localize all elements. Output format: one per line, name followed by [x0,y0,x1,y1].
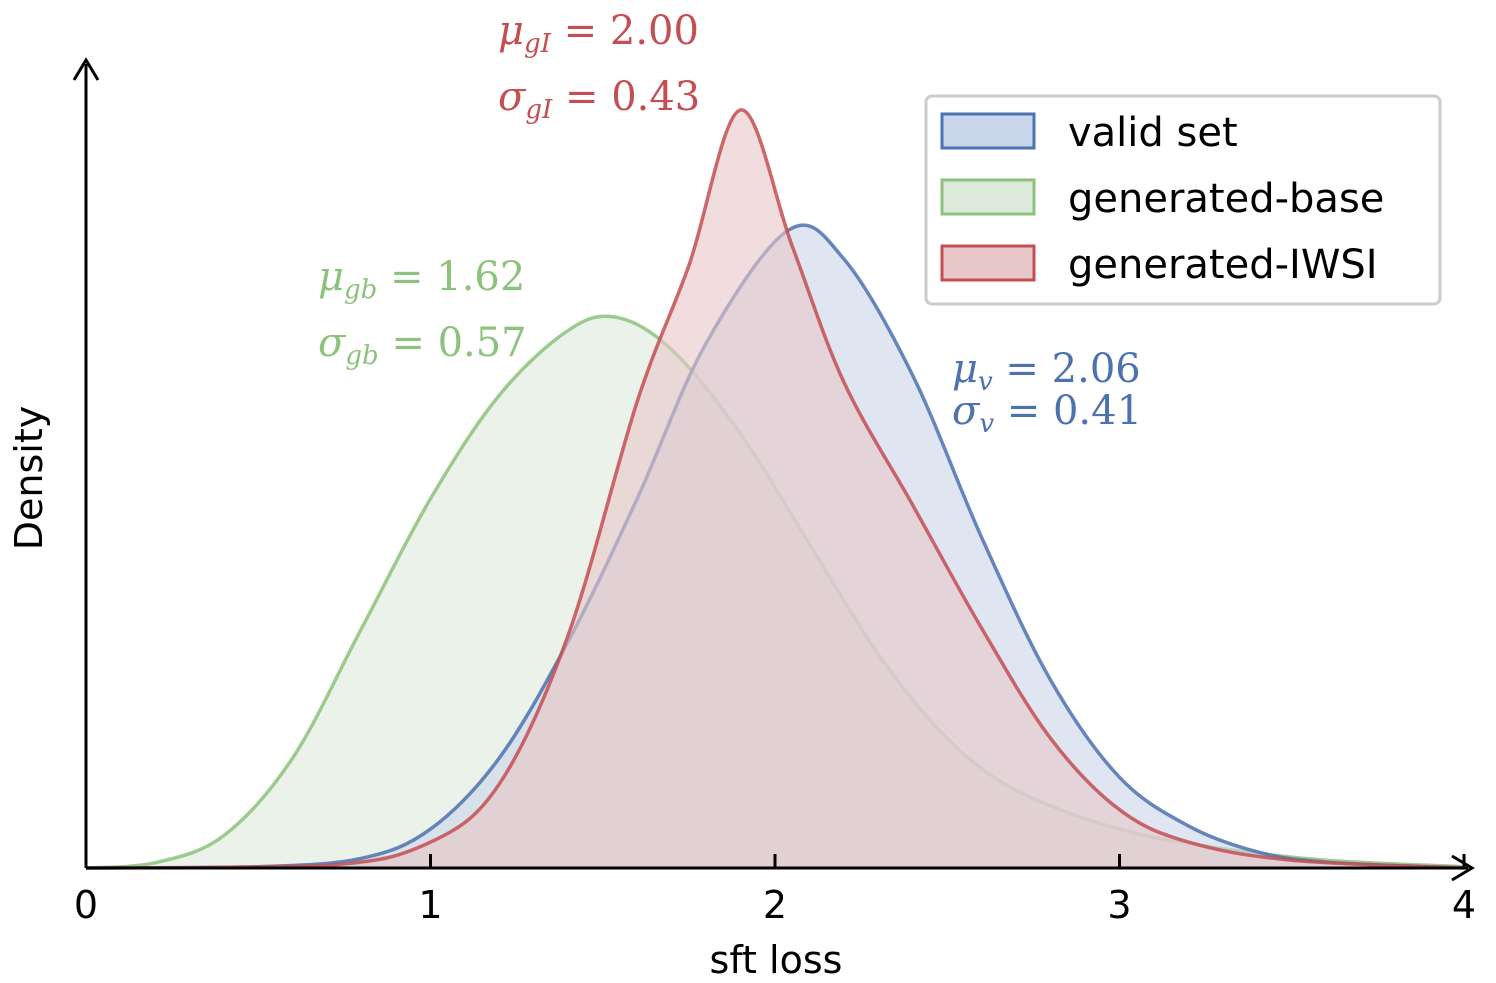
area-fill-generated-iwsi [86,109,1464,869]
legend-swatch-generated-iwsi [940,244,1036,282]
annotations: μgI = 2.00 σgI = 0.43 μgb = 1.62 σgb = 0… [318,8,1142,439]
x-axis-label: sft loss [710,938,843,982]
legend-frame [924,94,1442,306]
legend-item-generated-base: generated-base [940,176,1384,222]
legend: valid set generated-base generated-IWSI [924,94,1442,306]
annot-base-mu: μgb = 1.62 [318,254,525,305]
legend-label-generated-iwsi: generated-IWSI [1068,242,1378,288]
legend-label-generated-base: generated-base [1068,176,1384,222]
x-tick-label: 2 [763,883,787,927]
y-axis-label: Density [7,406,51,550]
annot-valid-mu: μv = 2.06 [952,346,1141,397]
x-tick-label: 1 [418,883,442,927]
density-areas [85,108,1465,870]
legend-swatch-generated-base [940,178,1036,216]
legend-swatch-valid-set [940,112,1036,150]
annot-base-sigma: σgb = 0.57 [318,320,527,371]
legend-label-valid-set: valid set [1068,110,1238,156]
legend-item-generated-iwsi: generated-IWSI [940,242,1378,288]
legend-item-valid-set: valid set [940,110,1238,156]
annot-iwsi-sigma: σgI = 0.43 [498,74,700,125]
series-line-generated-iwsi [85,108,1465,870]
x-tick-label: 0 [74,883,98,927]
annot-valid-sigma: σv = 0.41 [952,388,1142,439]
x-axis-arrow [1451,854,1475,882]
y-axis-arrow [72,57,100,81]
x-ticks: 0 1 2 3 4 [74,854,1476,927]
x-tick-label: 3 [1107,883,1131,927]
annot-iwsi-mu: μgI = 2.00 [498,8,699,59]
series-line-valid-set [85,223,1465,870]
x-tick-label: 4 [1452,883,1476,927]
axes [72,57,1475,882]
